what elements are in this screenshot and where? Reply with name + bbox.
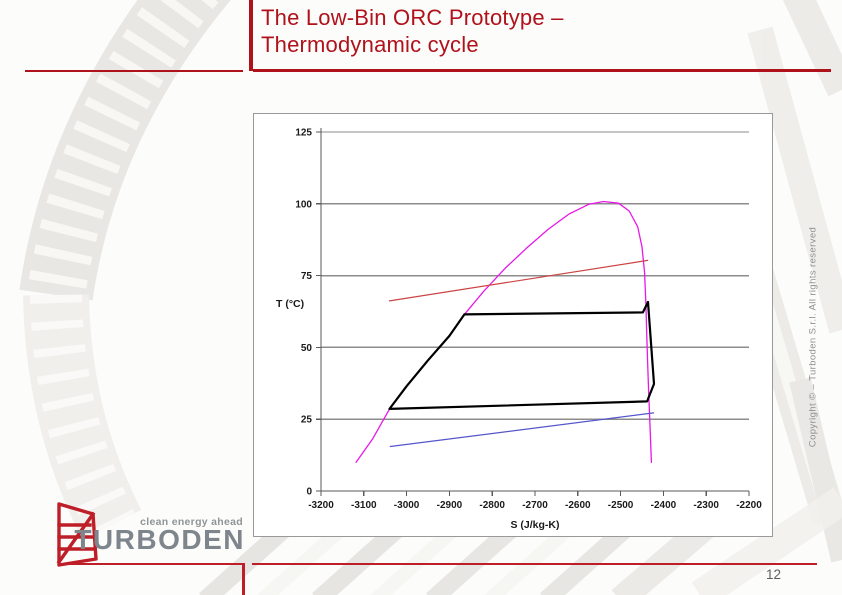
- turboden-logo: clean energy ahead TURBODEN: [55, 496, 245, 568]
- x-tick-label: -2500: [608, 500, 634, 511]
- x-tick-label: -3200: [308, 500, 334, 511]
- y-tick-label: 50: [301, 343, 313, 354]
- footer-rule-left: [60, 563, 244, 565]
- x-tick-label: -2900: [437, 500, 463, 511]
- series-heat-source-line: [388, 259, 649, 302]
- footer-rule-right: [252, 563, 817, 565]
- y-tick-label: 25: [301, 415, 313, 426]
- header-left-rule: [25, 70, 243, 72]
- page-number: 12: [766, 567, 782, 582]
- title-accent-bar: [249, 0, 253, 71]
- y-axis-title: T (°C): [276, 298, 304, 310]
- page-title: The Low-Bin ORC Prototype – Thermodynami…: [261, 5, 821, 59]
- x-tick-label: -2300: [693, 500, 719, 511]
- y-tick-label: 75: [301, 271, 313, 282]
- series-cooling-water-line: [389, 412, 655, 448]
- x-tick-label: -2800: [479, 500, 505, 511]
- title-underline: [253, 69, 831, 72]
- x-axis-title: S (J/kg-K): [510, 519, 559, 531]
- x-tick-label: -3000: [394, 500, 420, 511]
- chart-box: 0 25 50 75 100 125 -3200 -3100 -3000 -2900 -2800 -2…: [253, 113, 773, 537]
- y-tick-label: 125: [295, 128, 312, 139]
- page-title-line-2: Thermodynamic cycle: [261, 31, 479, 57]
- series-orc-cycle: [388, 300, 656, 410]
- page-title-line-1: The Low-Bin ORC Prototype –: [261, 5, 564, 30]
- y-tick-label: 0: [306, 487, 312, 498]
- ts-diagram-chart: 0 25 50 75 100 125 -3200 -3100 -3000 -2900 -2800 -2…: [276, 128, 762, 532]
- turboden-logo-icon: [56, 502, 98, 567]
- x-tick-label: -2700: [522, 500, 548, 511]
- copyright-notice: Copyright © – Turboden S.r.l. All rights…: [807, 226, 819, 448]
- logo-brand: TURBODEN: [74, 524, 245, 555]
- footer-rule-drop: [242, 563, 245, 595]
- x-tick-label: -2200: [736, 500, 762, 511]
- logo-tagline: clean energy ahead: [140, 516, 243, 528]
- y-tick-label: 100: [295, 199, 312, 210]
- x-tick-label: -2600: [565, 500, 591, 511]
- series-saturation-dome: [355, 200, 653, 463]
- x-tick-label: -2400: [651, 500, 677, 511]
- x-tick-label: -3100: [351, 500, 377, 511]
